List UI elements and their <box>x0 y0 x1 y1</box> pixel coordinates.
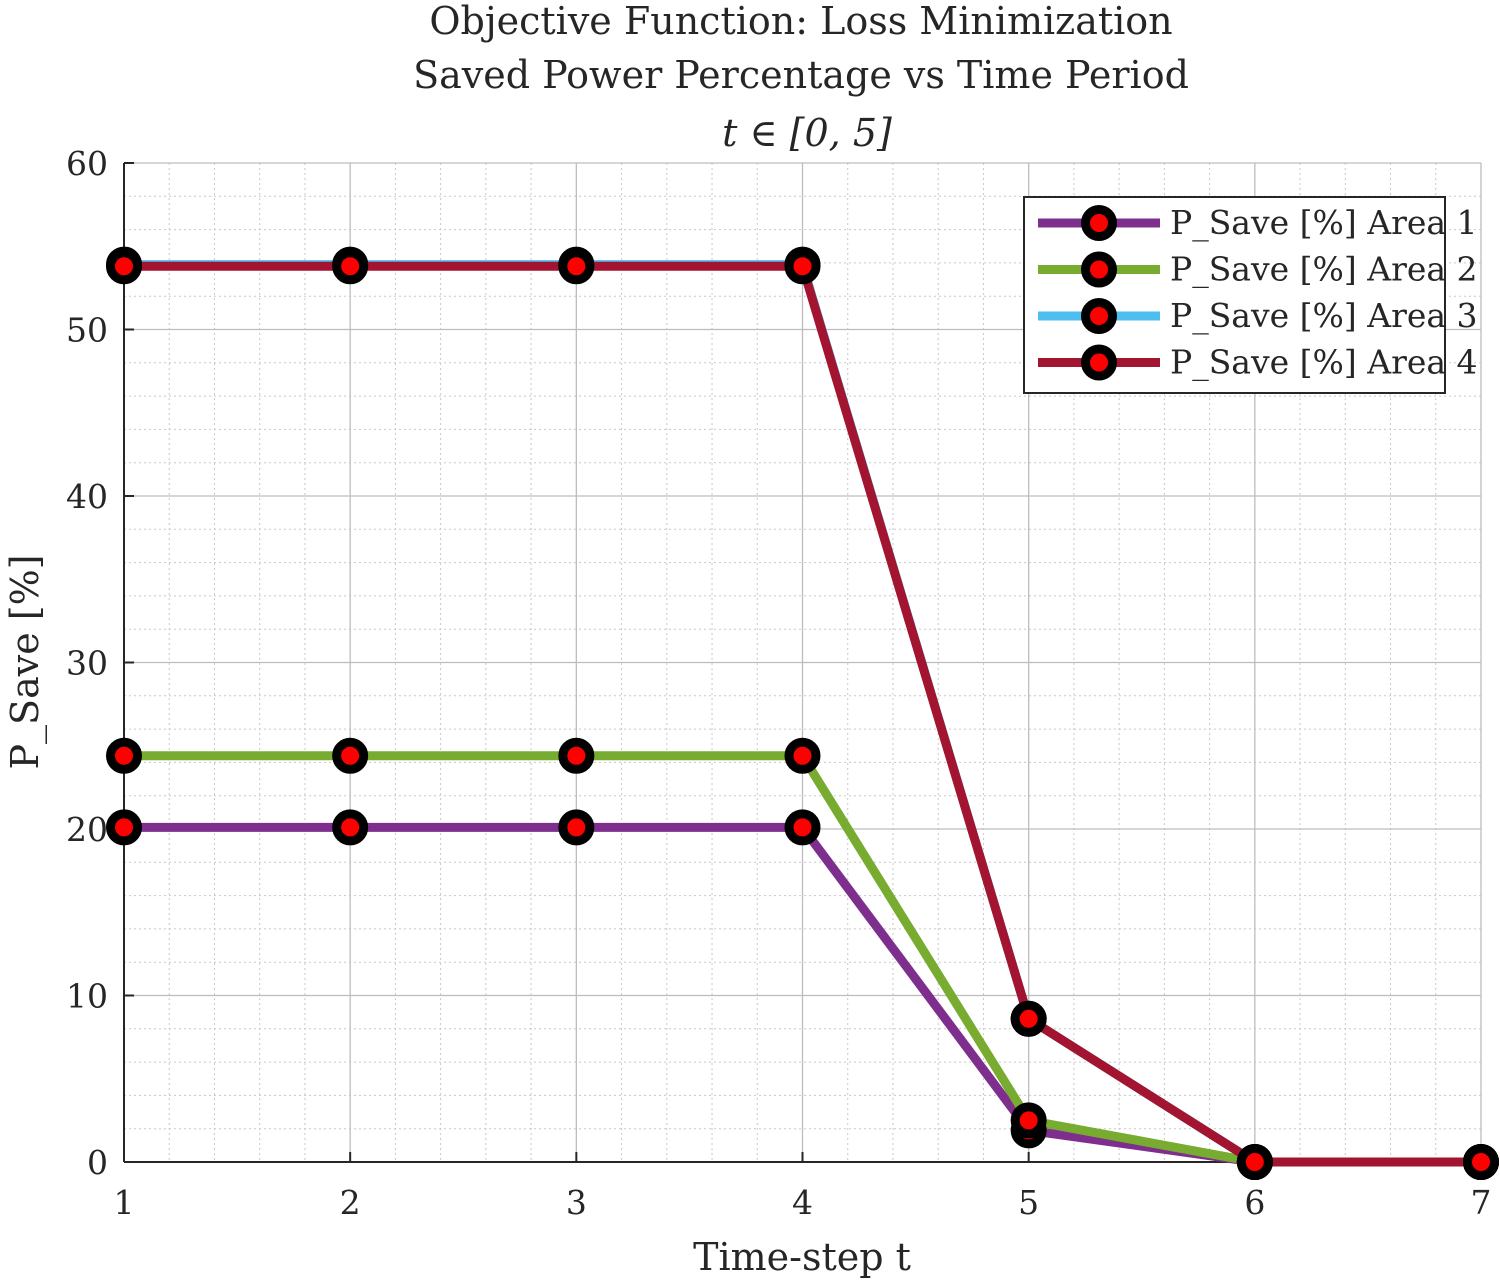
data-point-area-4 <box>784 248 821 285</box>
data-point-area-1 <box>558 809 595 846</box>
title-line-3: t ∈ [0, 5] <box>722 111 892 155</box>
legend-label: P_Save [%] Area 1 <box>1170 203 1478 243</box>
legend-item-area-2: P_Save [%] Area 2 <box>1038 250 1478 290</box>
x-tick-label: 7 <box>1471 1183 1492 1222</box>
y-tick-label: 20 <box>66 810 108 849</box>
data-point-area-4 <box>558 248 595 285</box>
plot-series <box>106 246 1499 1180</box>
tick-labels: 1 2 3 4 5 6 7 0 10 20 30 40 50 60 <box>66 144 1492 1222</box>
data-point-area-4 <box>1463 1144 1499 1180</box>
y-tick-label: 0 <box>87 1143 108 1182</box>
data-point-area-2 <box>332 737 369 774</box>
legend-item-area-1: P_Save [%] Area 1 <box>1038 203 1478 243</box>
data-point-area-4 <box>1236 1144 1273 1180</box>
x-tick-label: 5 <box>1018 1183 1039 1222</box>
data-point-area-2 <box>558 737 595 774</box>
data-point-area-1 <box>106 809 142 846</box>
legend-swatch-marker <box>1081 251 1117 288</box>
y-tick-label: 10 <box>66 977 108 1016</box>
data-point-area-2 <box>106 737 142 774</box>
x-axis-label: Time-step t <box>693 1235 911 1279</box>
y-tick-label: 60 <box>66 144 108 183</box>
y-tick-label: 30 <box>66 644 108 683</box>
x-tick-label: 1 <box>114 1183 135 1222</box>
title-line-1: Objective Function: Loss Minimization <box>429 0 1172 43</box>
x-tick-label: 4 <box>792 1183 813 1222</box>
legend-swatch-marker <box>1081 298 1117 334</box>
y-tick-label: 50 <box>66 311 108 350</box>
legend-label: P_Save [%] Area 3 <box>1170 296 1478 336</box>
chart-title: Objective Function: Loss Minimization Sa… <box>413 0 1189 155</box>
title-line-2: Saved Power Percentage vs Time Period <box>413 53 1189 97</box>
data-point-area-2 <box>1010 1102 1047 1139</box>
data-point-area-1 <box>784 809 821 846</box>
legend-swatch-marker <box>1081 344 1117 381</box>
legend: P_Save [%] Area 1 P_Save [%] Area 2 P_Save… <box>1023 196 1478 394</box>
data-point-area-4 <box>332 248 369 285</box>
x-tick-label: 2 <box>340 1183 361 1222</box>
legend-label: P_Save [%] Area 2 <box>1170 250 1478 290</box>
x-tick-label: 3 <box>566 1183 587 1222</box>
data-point-area-2 <box>784 737 821 774</box>
data-point-area-4 <box>1010 1000 1047 1037</box>
legend-item-area-4: P_Save [%] Area 4 <box>1038 343 1478 383</box>
y-axis-label: P_Save [%] <box>3 554 48 769</box>
legend-swatch-marker <box>1081 205 1117 241</box>
legend-item-area-3: P_Save [%] Area 3 <box>1038 296 1478 336</box>
data-point-area-1 <box>332 809 369 846</box>
y-tick-label: 40 <box>66 477 108 516</box>
x-tick-label: 6 <box>1244 1183 1265 1222</box>
legend-label: P_Save [%] Area 4 <box>1170 343 1478 383</box>
data-point-area-4 <box>106 248 142 285</box>
